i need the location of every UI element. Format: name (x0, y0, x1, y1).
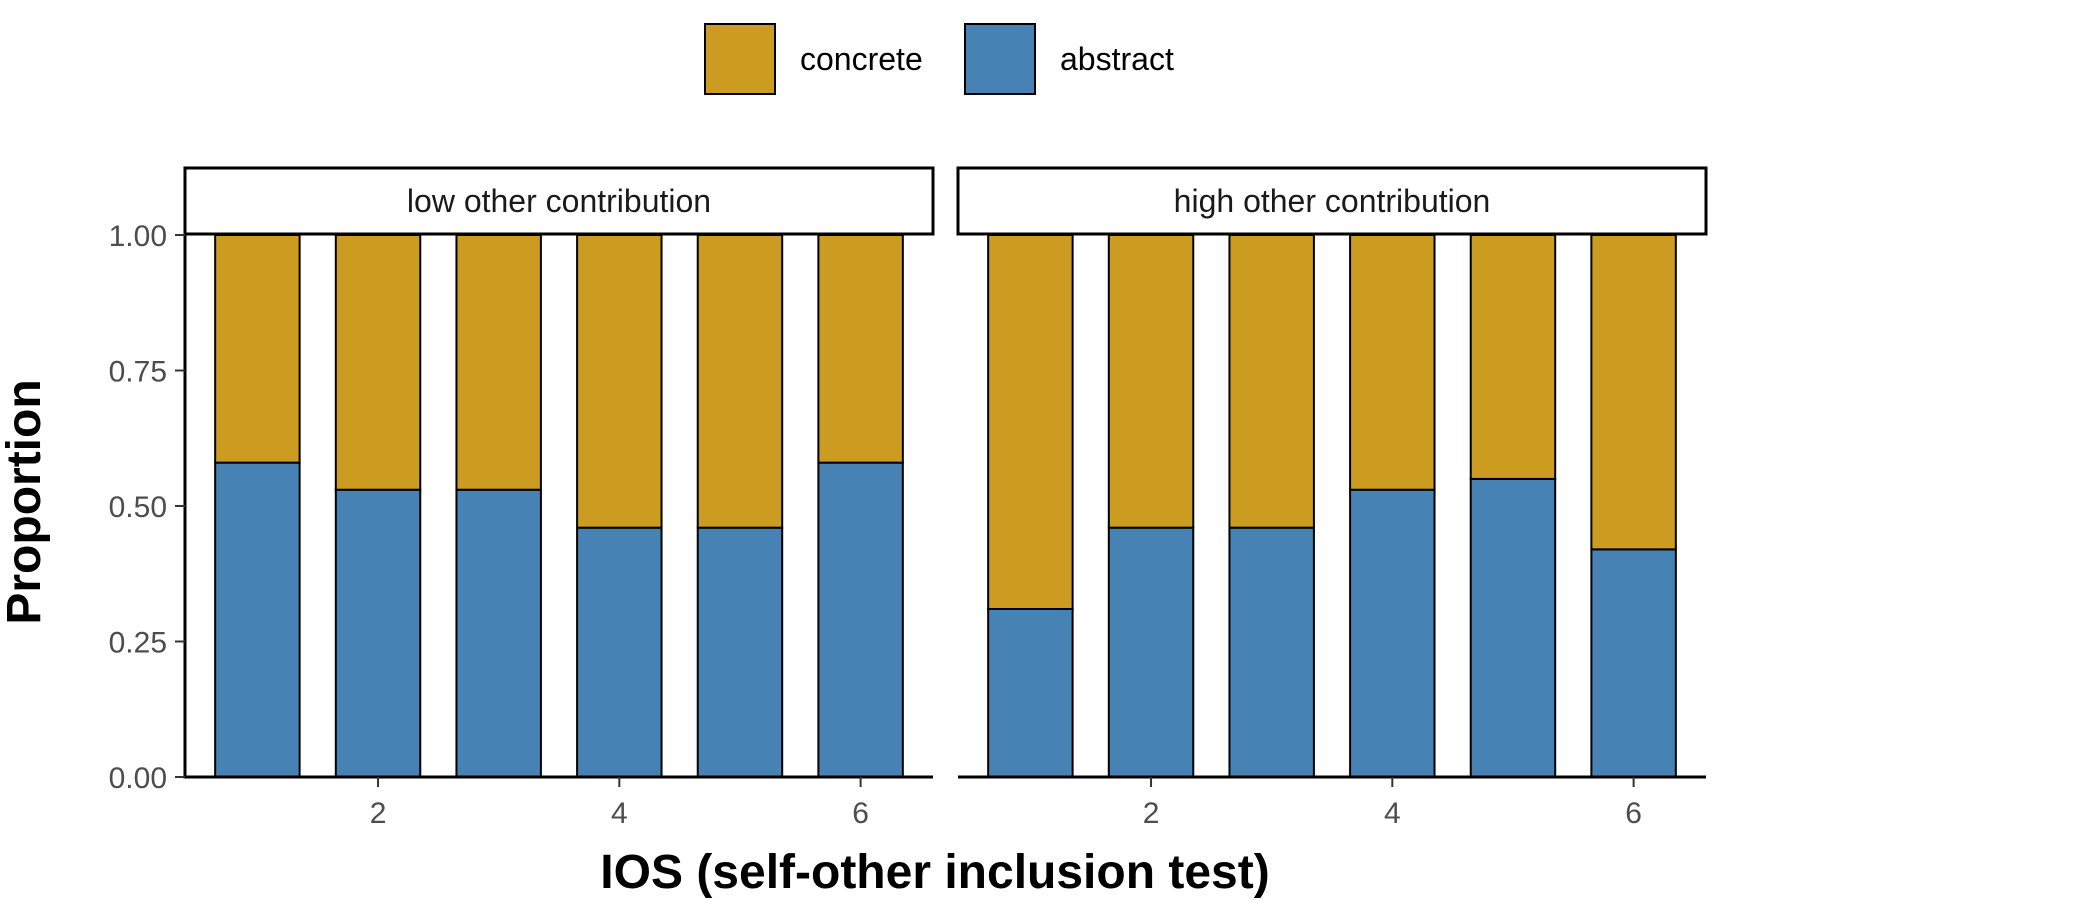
bar-concrete (817, 234, 904, 464)
bar-abstract (1349, 488, 1436, 778)
legend-label-concrete: concrete (800, 41, 923, 77)
bar-abstract (1107, 526, 1195, 778)
bar-abstract (696, 526, 784, 778)
y-tick-label: 0.75 (109, 356, 167, 389)
legend: concrete abstract (704, 23, 1174, 95)
y-tick-label: 0.50 (109, 491, 167, 524)
facet-panel: low other contribution 2 4 6 (183, 166, 935, 830)
bar-abstract (1590, 548, 1677, 778)
bar-concrete (1349, 234, 1436, 491)
y-axis: 0.00 0.25 0.50 0.75 1.00 (109, 220, 187, 795)
bar-concrete (334, 234, 422, 491)
bar-abstract (576, 526, 663, 778)
bar-abstract (1469, 477, 1557, 778)
x-tick-label: 2 (1143, 797, 1160, 830)
facet-panel: high other contribution 2 4 6 (956, 166, 1708, 830)
bar-abstract (214, 461, 301, 778)
x-tick-label: 4 (611, 797, 628, 830)
y-tick-label: 0.25 (109, 627, 167, 660)
bar-concrete (696, 234, 784, 529)
bar-abstract (817, 461, 904, 778)
x-tick-label: 2 (370, 797, 387, 830)
bar-abstract (334, 488, 422, 778)
bar-concrete (1107, 234, 1195, 529)
facet-strip (956, 166, 1708, 236)
bar-concrete (987, 234, 1074, 610)
bar-concrete (1590, 234, 1677, 551)
bar-abstract (455, 488, 542, 778)
facet-strip-label: low other contribution (407, 183, 711, 219)
legend-swatch-abstract (964, 23, 1036, 95)
bar-concrete (455, 234, 542, 491)
facet-strip (183, 166, 935, 236)
x-tick-label: 6 (852, 797, 869, 830)
legend-label-abstract: abstract (1060, 41, 1174, 77)
legend-swatch-concrete (704, 23, 776, 95)
bar-concrete (214, 234, 301, 464)
bar-abstract (987, 607, 1074, 778)
y-tick-label: 0.00 (109, 762, 167, 795)
y-axis-title: Proportion (0, 379, 51, 624)
bar-concrete (1469, 234, 1557, 480)
facet-strip-label: high other contribution (1174, 183, 1491, 219)
x-tick-label: 4 (1384, 797, 1401, 830)
x-tick-label: 6 (1625, 797, 1642, 830)
x-axis-title: IOS (self-other inclusion test) (600, 846, 1269, 899)
bar-concrete (576, 234, 663, 529)
y-tick-label: 1.00 (109, 220, 167, 253)
bar-abstract (1228, 526, 1315, 778)
bar-concrete (1228, 234, 1315, 529)
